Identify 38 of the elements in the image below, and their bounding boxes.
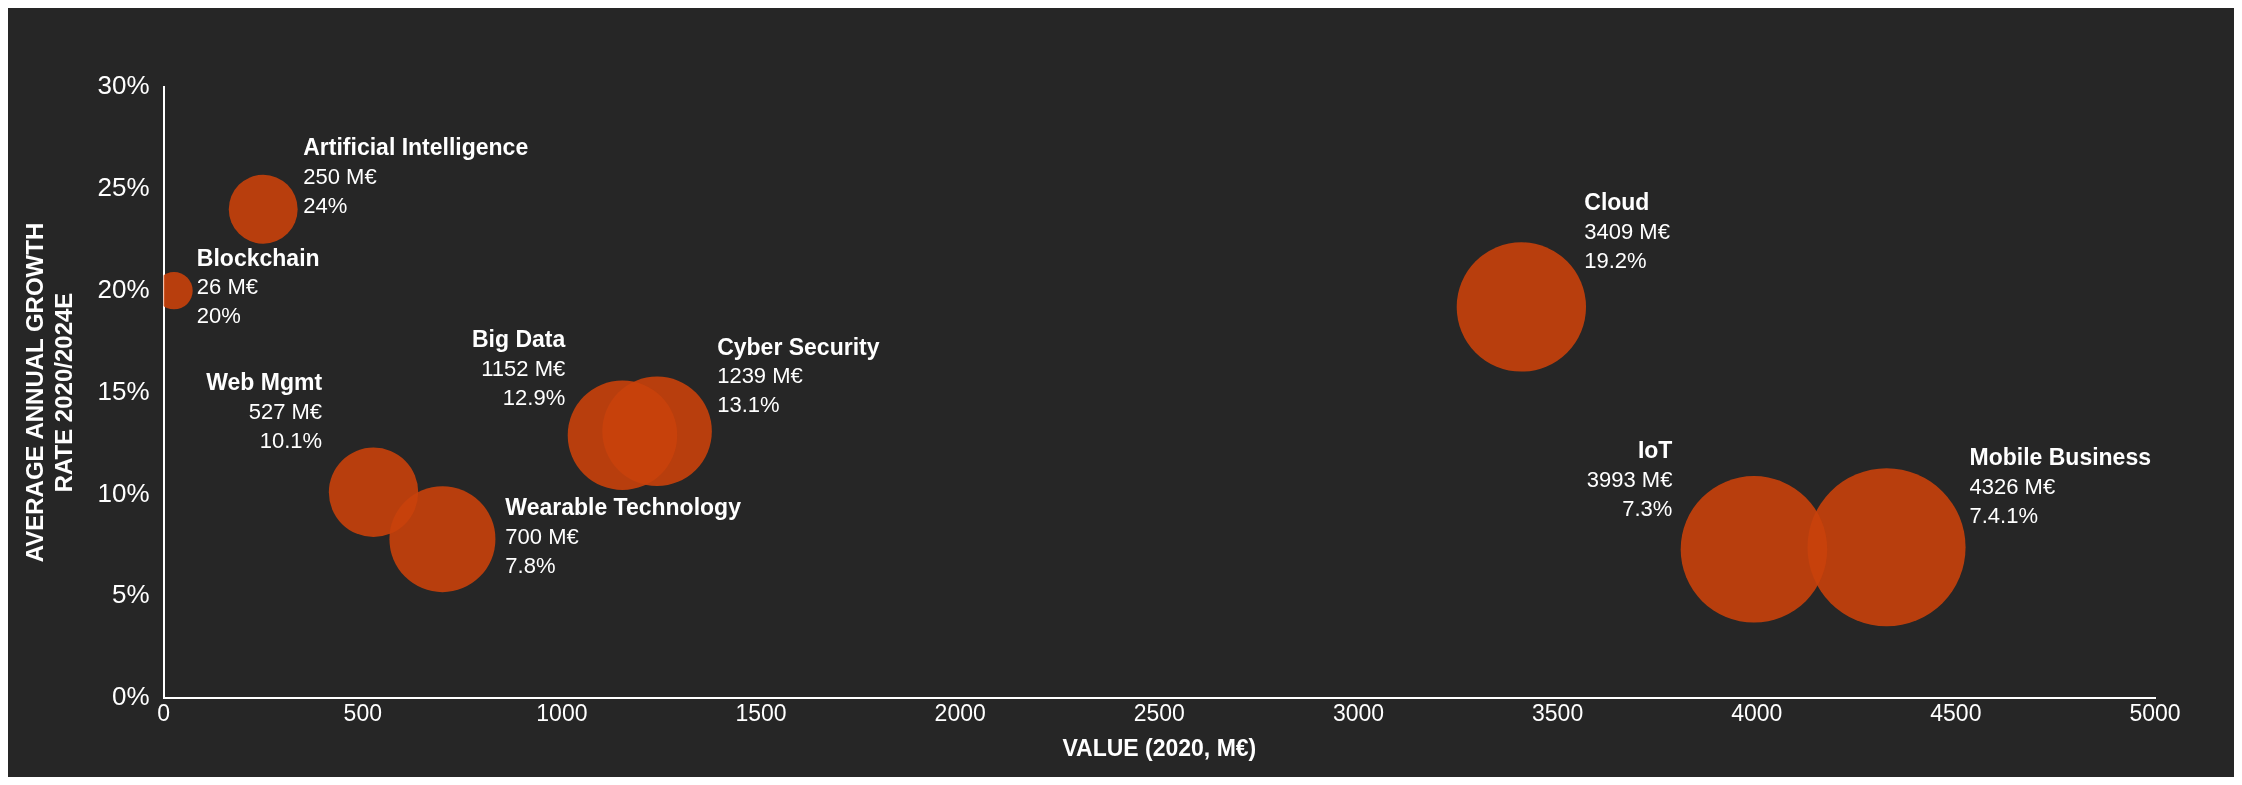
y-tick-label: 30%: [97, 70, 150, 101]
x-tick-label: 1500: [735, 700, 787, 727]
x-tick-label: 4500: [1930, 700, 1982, 727]
series-label: Mobile Business: [1969, 443, 2151, 470]
x-tick-label: 5000: [2129, 700, 2181, 727]
data-label: 1152 M€ 12.9%: [481, 355, 566, 410]
y-axis-title: AVERAGE ANNUAL GROWTH RATE 2020/2024E: [21, 222, 77, 563]
x-tick-label: 3000: [1332, 700, 1385, 727]
y-tick-label: 25%: [97, 172, 150, 203]
x-axis-title: VALUE (2020, M€): [1062, 734, 1257, 761]
data-label: 3993 M€ 7.3%: [1586, 467, 1673, 522]
x-tick-label: 3500: [1532, 700, 1584, 727]
series-label: IoT: [1637, 437, 1673, 464]
y-tick-label: 5%: [112, 579, 150, 610]
x-tick-label: 500: [343, 700, 382, 727]
data-label: 4326 M€ 7.4.1%: [1969, 473, 2056, 528]
data-label: 1239 M€ 13.1%: [717, 363, 803, 418]
series-label: Cyber Security: [717, 333, 880, 360]
y-tick-label: 0%: [112, 681, 150, 712]
text: Web Mgmt: [206, 368, 323, 395]
x-tick-label: 2000: [934, 700, 986, 727]
y-tick-label: 20%: [97, 273, 150, 304]
series-label: Blockchain: [196, 244, 320, 271]
x-tick-label: 1000: [536, 700, 588, 727]
y-tick-label: 15%: [97, 375, 150, 406]
text: Big Data: [471, 326, 566, 353]
data-label: 250 M€ 24%: [303, 164, 377, 219]
series-label: Artificial Intelligence: [303, 134, 529, 161]
data-label: 3409 M€ 19.2%: [1584, 219, 1670, 274]
data-label: 527 M€ 10.1%: [248, 398, 323, 453]
x-tick-label: 4000: [1731, 700, 1783, 727]
text: Cloud: [1584, 189, 1650, 216]
x-tick-label: 2500: [1133, 700, 1185, 727]
data-label: 26 M€ 20%: [196, 274, 259, 329]
y-tick-label: 10%: [97, 477, 150, 508]
data-label: 700 M€ 7.8%: [505, 524, 579, 579]
x-tick-label: 0: [157, 700, 171, 727]
series-label: Wearable Technology: [505, 494, 742, 521]
